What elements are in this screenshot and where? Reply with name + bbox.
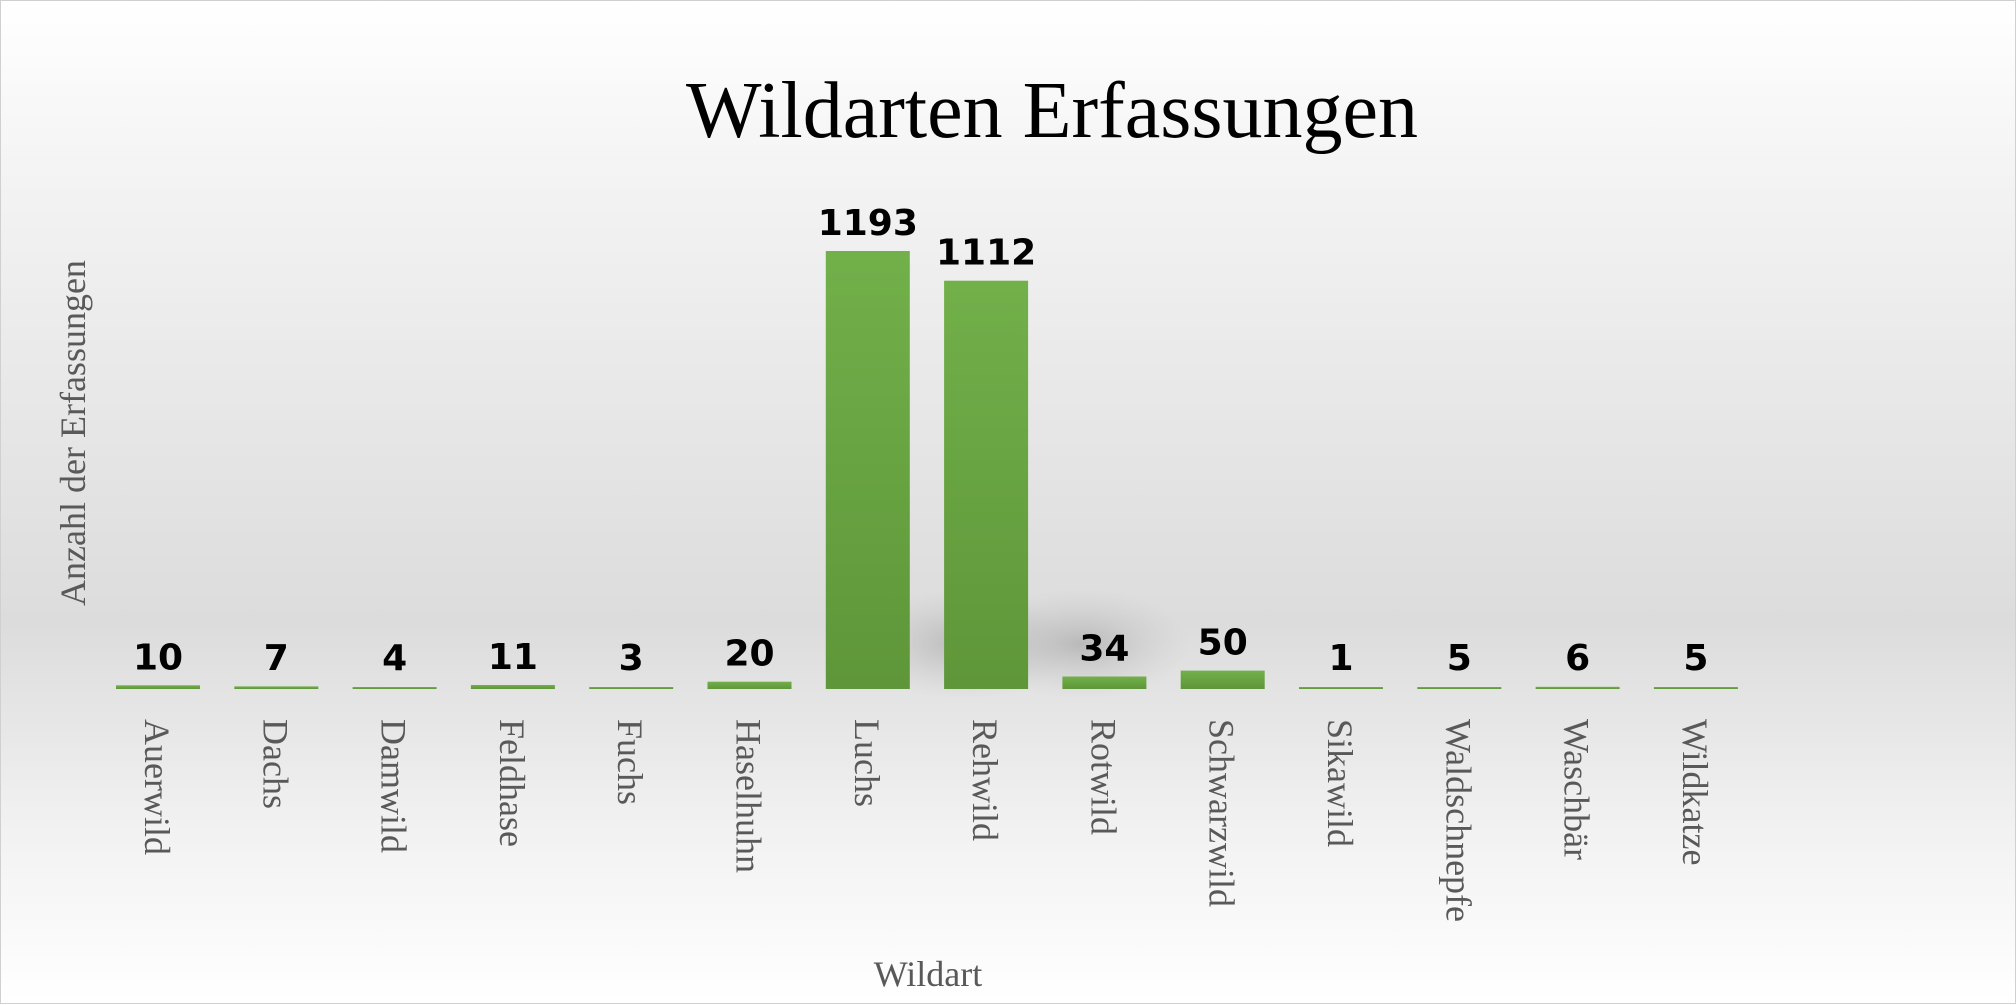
data-label-luchs: 1193 [818, 203, 918, 244]
data-label-feldhase: 11 [488, 637, 538, 678]
bar-dachs [234, 686, 319, 689]
category-label-sikawild: Sikawild [1320, 719, 1360, 847]
category-label-auerwild: Auerwild [137, 719, 177, 855]
chart-title: Wildarten Erfassungen [686, 67, 1418, 155]
category-label-feldhase: Feldhase [492, 719, 532, 847]
x-axis-title: Wildart [874, 954, 983, 994]
bar-haselhuhn [707, 681, 792, 689]
bar-feldhase [470, 685, 555, 689]
bar-damwild [352, 687, 437, 689]
category-label-rehwild: Rehwild [965, 719, 1005, 841]
bar-rehwild [944, 280, 1029, 689]
bar-schwarzwild [1180, 670, 1265, 689]
data-label-rehwild: 1112 [936, 233, 1036, 274]
data-label-schwarzwild: 50 [1198, 623, 1248, 664]
data-label-waldschnepfe: 5 [1447, 638, 1472, 679]
bar-wildkatze [1653, 687, 1738, 689]
category-label-dachs: Dachs [255, 719, 295, 809]
data-label-rotwild: 34 [1079, 629, 1129, 670]
category-label-fuchs: Fuchs [610, 719, 650, 805]
category-label-haselhuhn: Haselhuhn [729, 719, 769, 873]
bar-luchs [825, 251, 910, 689]
bar-sikawild [1299, 687, 1383, 689]
category-label-waschbar: Waschbär [1557, 719, 1597, 860]
data-label-haselhuhn: 20 [724, 634, 774, 675]
data-label-auerwild: 10 [133, 637, 183, 678]
data-label-waschbar: 6 [1565, 638, 1590, 679]
bar-fuchs [589, 687, 674, 689]
data-label-dachs: 7 [264, 638, 289, 679]
category-label-schwarzwild: Schwarzwild [1202, 719, 1242, 907]
category-label-damwild: Damwild [374, 719, 414, 853]
bar-waldschnepfe [1417, 687, 1502, 689]
bar-waschbar [1535, 686, 1620, 689]
y-axis-title: Anzahl der Erfassungen [53, 260, 93, 606]
bar-rotwild [1062, 676, 1147, 689]
data-label-wildkatze: 5 [1683, 638, 1708, 679]
labels: 10 Auerwild 7 Dachs 4 Damwild 11 Feldhase 3 Fuchs… [133, 203, 1715, 922]
category-label-luchs: Luchs [847, 719, 887, 807]
category-label-wildkatze: Wildkatze [1675, 719, 1715, 865]
data-label-damwild: 4 [382, 638, 407, 679]
data-label-fuchs: 3 [619, 638, 644, 679]
data-label-sikawild: 1 [1328, 638, 1353, 679]
bars [116, 251, 1738, 689]
category-label-rotwild: Rotwild [1083, 719, 1123, 835]
category-label-waldschnepfe: Waldschnepfe [1438, 719, 1478, 922]
bar-auerwild [116, 685, 200, 689]
